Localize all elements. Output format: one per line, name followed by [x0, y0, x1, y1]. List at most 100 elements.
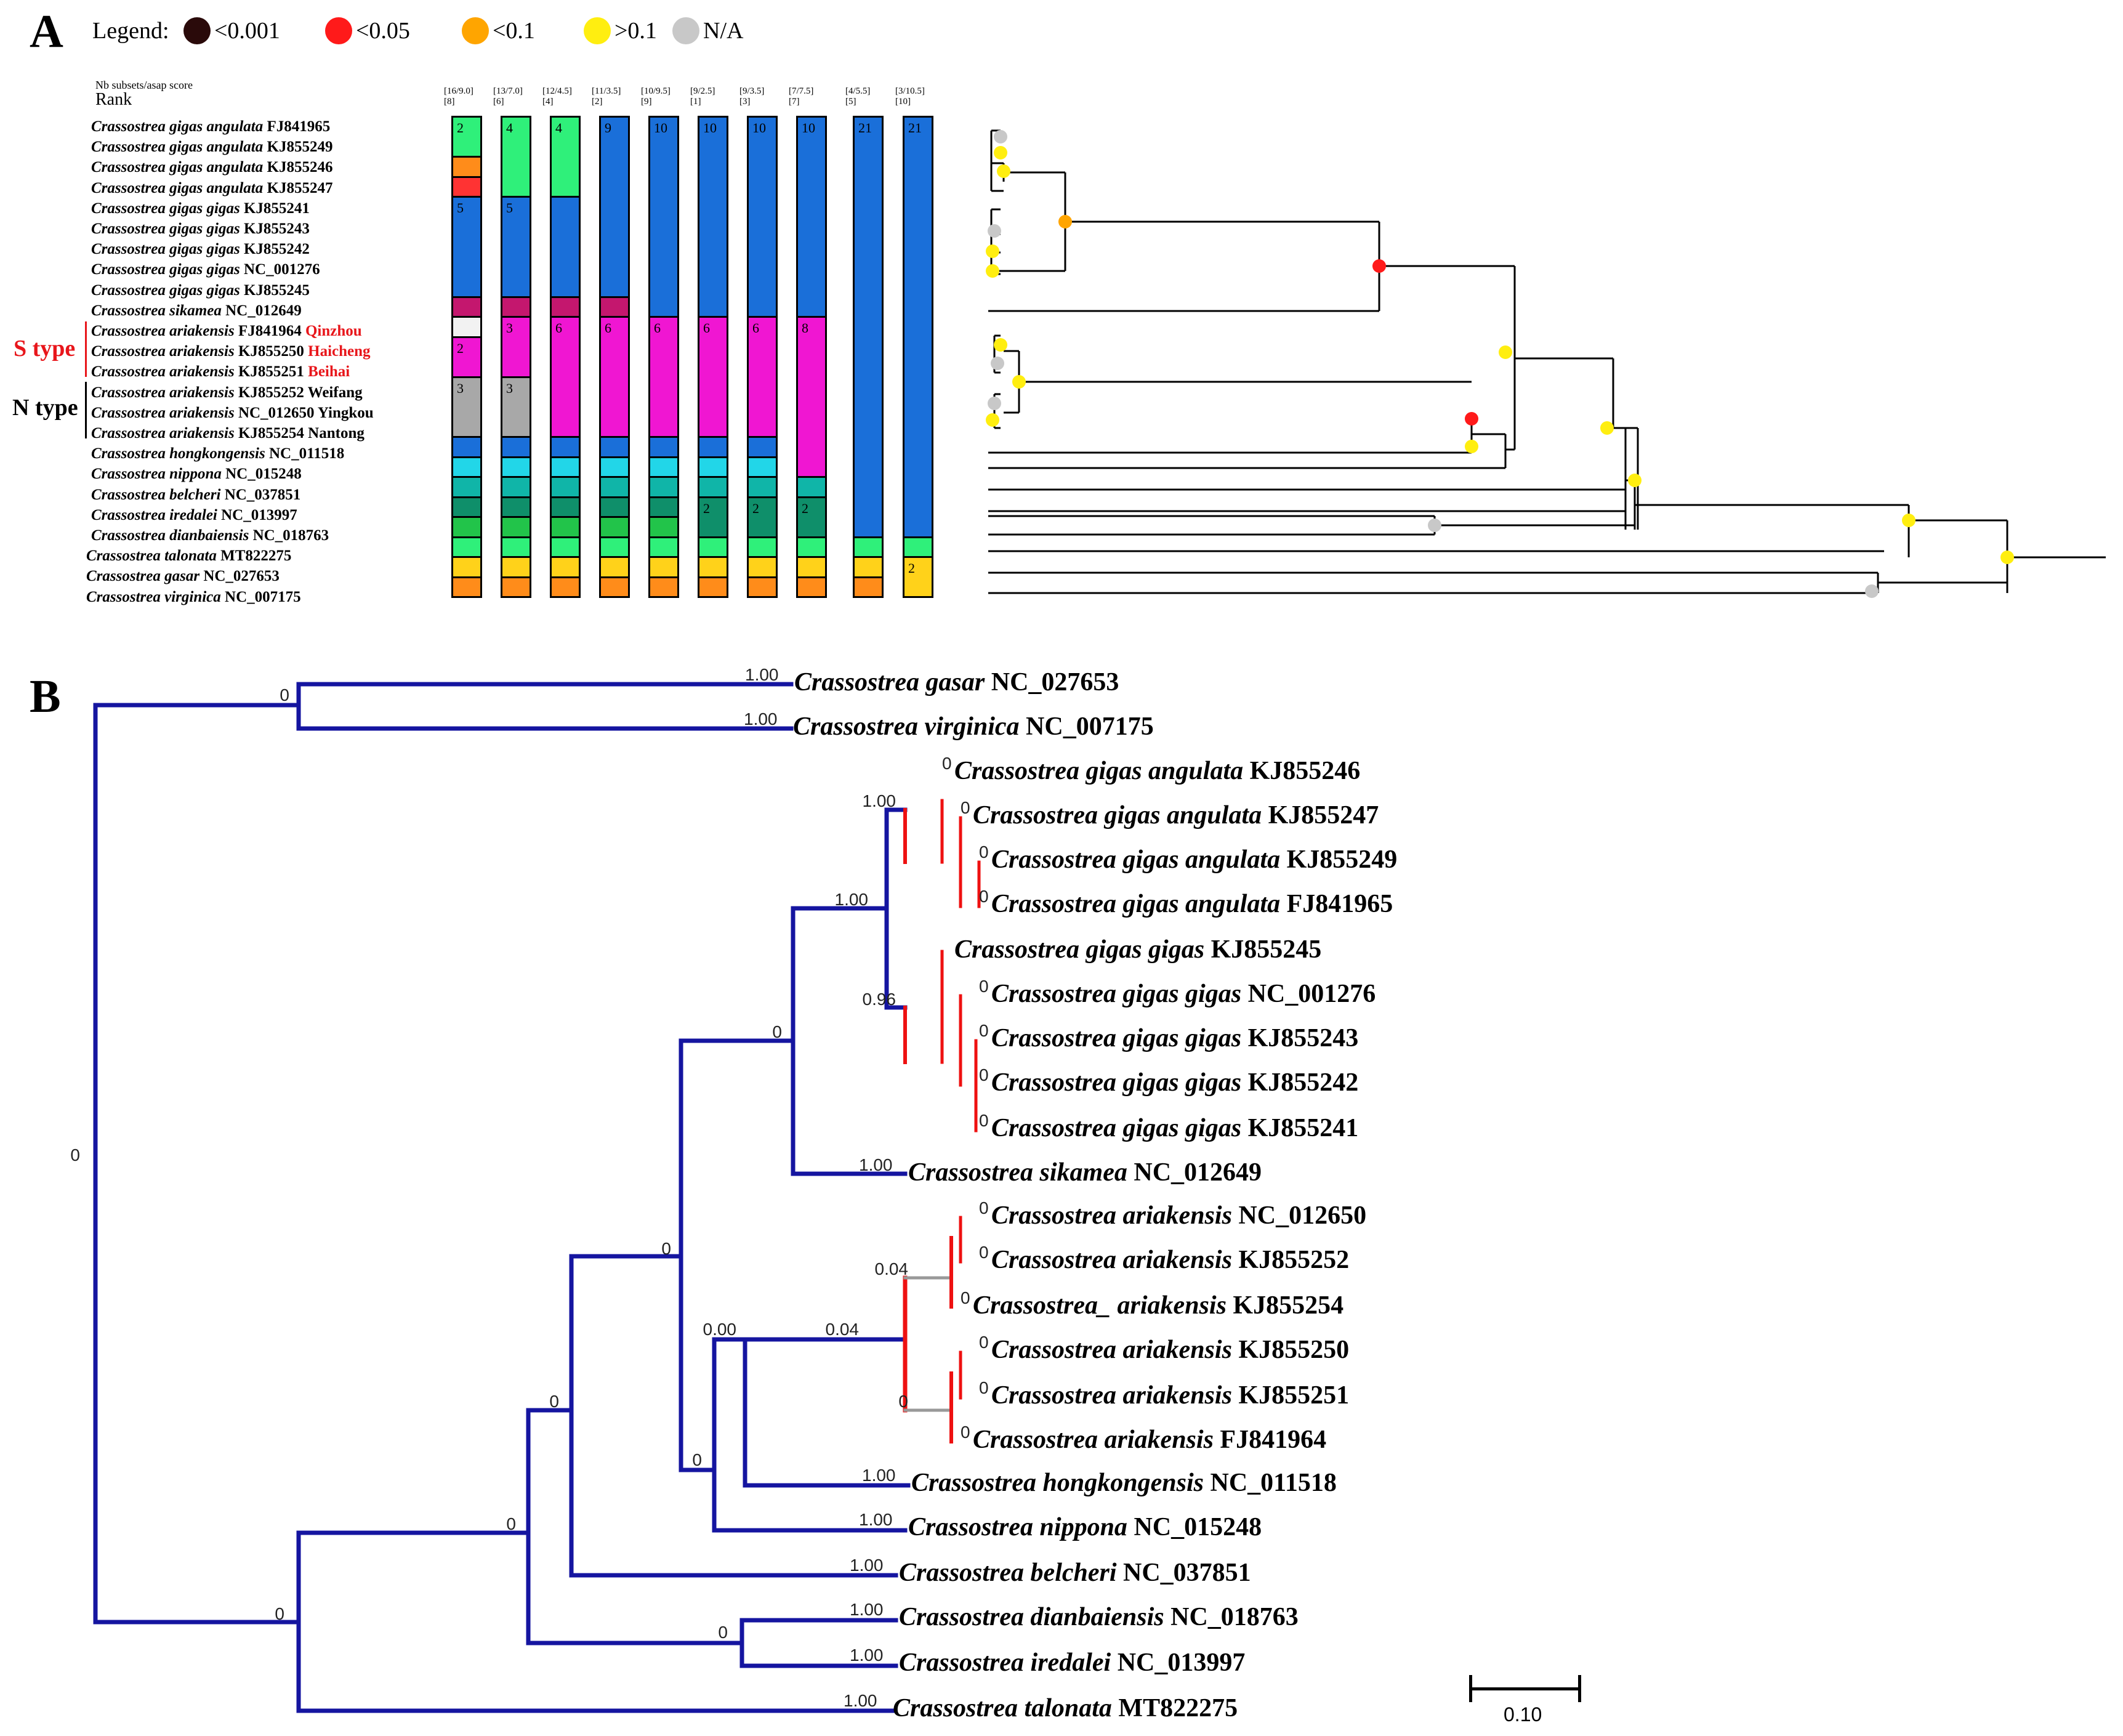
tip-support-label: 0: [961, 1288, 970, 1307]
taxon-label: Crassostrea gigas gigas KJ855242: [91, 241, 310, 258]
support-node: [1865, 584, 1879, 598]
support-node: [1012, 375, 1026, 389]
column-segment: [550, 496, 581, 518]
taxon-label: Crassostrea virginica NC_007175: [793, 713, 1154, 741]
column-segment: [796, 576, 827, 598]
legend-label: <0.1: [493, 18, 535, 44]
asap-header: Nb subsets/asap score: [95, 79, 193, 91]
column-segment: 2: [747, 496, 778, 538]
taxon-label: Crassostrea ariakensis KJ855254 Nantong: [91, 425, 365, 442]
support-node: [2000, 551, 2014, 564]
tip-support-label: 1.00: [844, 1691, 877, 1710]
node-support-label: 0: [506, 1514, 516, 1533]
node-support-label: 0.96: [863, 990, 896, 1009]
taxon-label: Crassostrea ariakensis FJ841964 Qinzhou: [91, 323, 362, 339]
tip-support-label: 1.00: [744, 709, 778, 729]
legend-dot: [672, 17, 699, 44]
taxon-label: Crassostrea ariakensis NC_012650 Yingkou: [91, 404, 374, 421]
scale-bar-label: 0.10: [1504, 1703, 1542, 1726]
taxon-label: Crassostrea gigas angulata FJ841965: [991, 890, 1393, 918]
taxon-label: Crassostrea gigas gigas KJ855243: [91, 220, 310, 237]
support-node: [988, 224, 1001, 238]
column-segment: [451, 316, 482, 338]
node-support-label: 1.00: [863, 791, 896, 810]
support-node: [986, 413, 999, 427]
column-segment: 2: [698, 496, 728, 538]
legend-label: <0.05: [356, 18, 410, 44]
column-segment: [501, 576, 531, 598]
column-segment: [747, 556, 778, 578]
column-header: [3/10.5] [10]: [895, 86, 925, 107]
taxon-label: Crassostrea gigas angulata KJ855246: [954, 757, 1361, 785]
node-support-label: 0.00: [703, 1320, 737, 1339]
taxon-label: Crassostrea dianbaiensis NC_018763: [91, 527, 329, 544]
taxon-label: Crassostrea sikamea NC_012649: [908, 1158, 1262, 1187]
node-support-label: 0: [280, 685, 289, 704]
support-node: [994, 338, 1007, 352]
locality: Yingkou: [314, 404, 374, 421]
column-segment: [747, 476, 778, 498]
column-segment: [698, 476, 728, 498]
support-node: [988, 397, 1001, 410]
support-node: [997, 164, 1010, 178]
column-segment: 3: [501, 376, 531, 438]
column-segment: 10: [796, 116, 827, 318]
column-segment: [698, 536, 728, 558]
scale-bar: [1469, 1687, 1580, 1690]
tip-support-label: 1.00: [850, 1600, 884, 1619]
legend-dot: [462, 17, 489, 44]
column-segment: [599, 476, 630, 498]
support-node: [1628, 474, 1642, 487]
support-node: [1428, 519, 1441, 532]
node-support-label: 0: [661, 1239, 671, 1258]
column-segment: [451, 436, 482, 458]
node-support-label: 0: [772, 1022, 782, 1041]
support-node: [986, 264, 999, 278]
taxon-label: Crassostrea sikamea NC_012649: [91, 302, 302, 319]
column-segment: 4: [550, 116, 581, 198]
taxon-label: Crassostrea gigas gigas KJ855241: [991, 1114, 1359, 1142]
taxon-label: Crassostrea gigas angulata KJ855247: [973, 801, 1379, 830]
column-header: [4/5.5] [5]: [845, 86, 871, 107]
column-header: [9/3.5] [3]: [739, 86, 765, 107]
column-segment: 6: [599, 316, 630, 438]
column-segment: 5: [451, 196, 482, 298]
node-support-label: 0.04: [826, 1320, 860, 1339]
node-support-label: 0.04: [875, 1259, 909, 1278]
tip-support-label: 0: [961, 798, 970, 817]
tip-support-label: 0: [979, 1243, 989, 1262]
column-header: [16/9.0] [8]: [444, 86, 473, 107]
support-node: [1372, 259, 1386, 273]
column-segment: 10: [698, 116, 728, 318]
legend-dot: [584, 17, 611, 44]
column-segment: 6: [648, 316, 679, 438]
rank-header: Rank: [95, 90, 132, 109]
tip-support-label: 0: [979, 887, 989, 906]
n-type-bracket: [85, 382, 87, 438]
support-node: [994, 130, 1007, 143]
column-segment: 2: [451, 116, 482, 158]
taxon-label: Crassostrea hongkongensis NC_011518: [911, 1469, 1337, 1497]
node-support-label: 0: [898, 1392, 908, 1411]
locality: Beihai: [304, 363, 350, 381]
tip-support-label: 1.00: [859, 1510, 893, 1529]
column-segment: [796, 536, 827, 558]
legend-label: <0.001: [214, 18, 280, 44]
column-segment: [550, 476, 581, 498]
tip-support-label: 0: [979, 1021, 989, 1040]
taxon-label: Crassostrea ariakensis KJ855252: [991, 1246, 1350, 1274]
taxon-label: Crassostrea ariakensis FJ841964: [973, 1426, 1327, 1454]
column-segment: 4: [501, 116, 531, 198]
column-segment: [853, 556, 884, 578]
n-type-label: N type: [12, 395, 78, 421]
taxon-label: Crassostrea gigas gigas NC_001276: [91, 261, 320, 278]
taxon-label: Crassostrea nippona NC_015248: [91, 466, 302, 483]
column-segment: [599, 496, 630, 518]
support-node: [1902, 514, 1916, 527]
column-segment: [451, 536, 482, 558]
tip-support-label: 0: [979, 977, 989, 996]
column-header: [9/2.5] [1]: [690, 86, 715, 107]
legend-label: >0.1: [614, 18, 657, 44]
taxon-label: Crassostrea gigas gigas KJ855241: [91, 200, 310, 217]
taxon-label: Crassostrea ariakensis KJ855251 Beihai: [91, 363, 350, 381]
